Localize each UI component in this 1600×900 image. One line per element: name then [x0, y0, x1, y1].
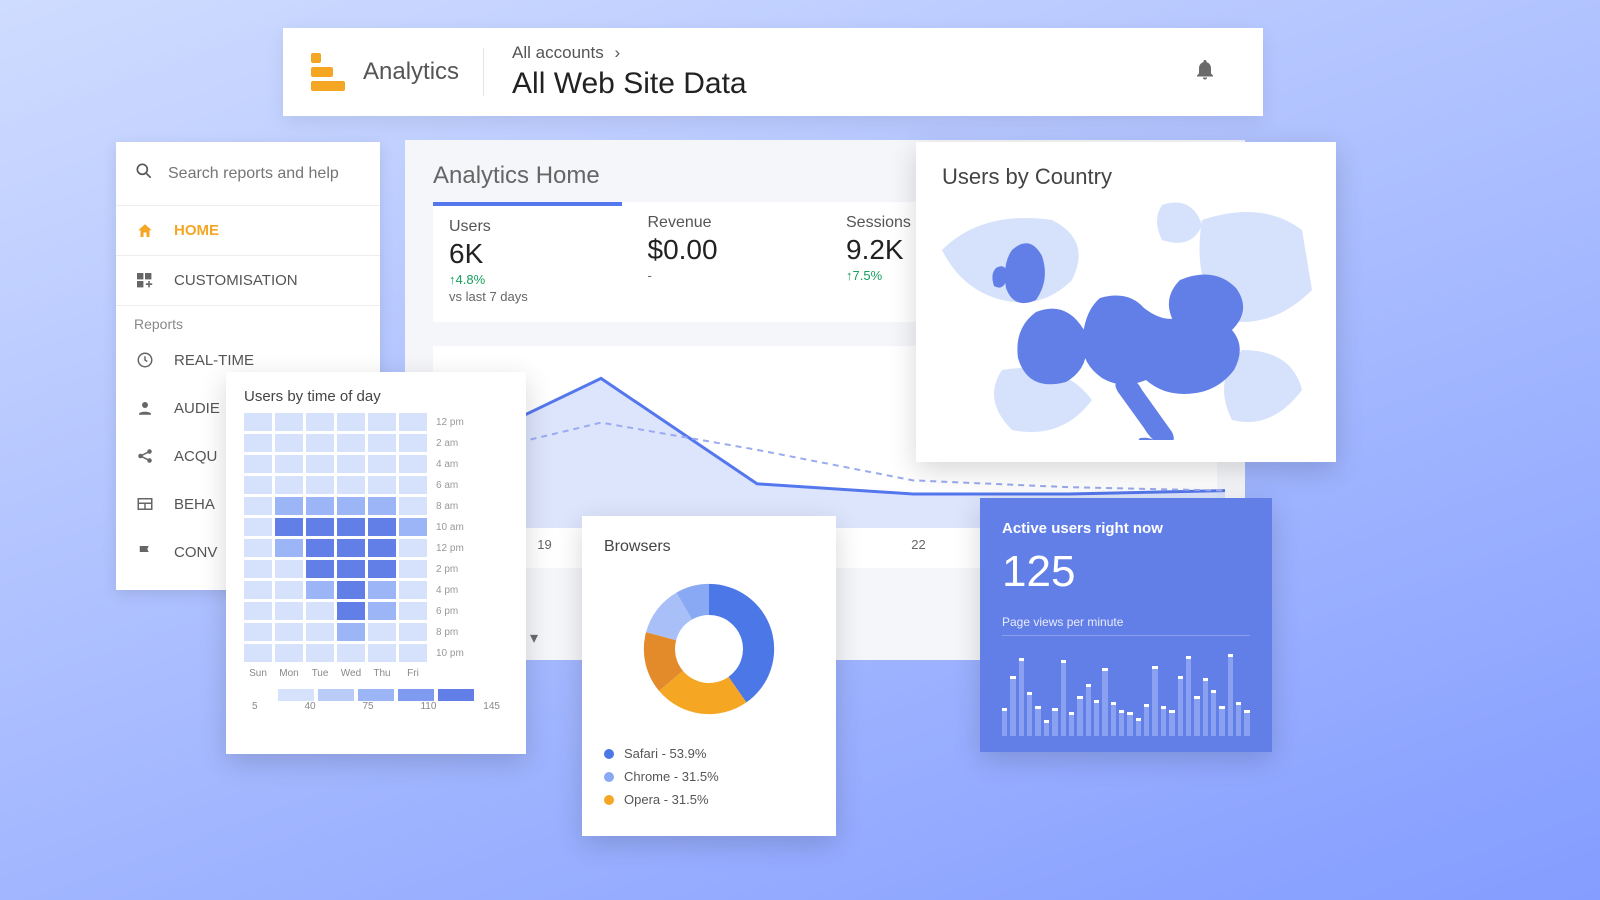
- nav-label: REAL-TIME: [174, 352, 254, 369]
- heatmap-grid: 12 pm2 am4 am6 am8 am10 am12 pm2 pm4 pm6…: [244, 413, 508, 662]
- stat-label: Revenue: [648, 214, 805, 232]
- sidebar-item-customisation[interactable]: CUSTOMISATION: [116, 256, 380, 306]
- ga-logo-icon: [311, 53, 345, 91]
- layout-icon: [134, 495, 156, 513]
- heatmap-legend-scale: 54075110145: [244, 701, 508, 712]
- active-value: 125: [1002, 547, 1250, 597]
- all-accounts-label: All accounts: [512, 43, 604, 62]
- grid-icon: [134, 273, 156, 289]
- stat-sub: vs last 7 days: [449, 289, 606, 304]
- clock-icon: [134, 351, 156, 369]
- europe-map: [942, 190, 1312, 440]
- pageviews-bars: [1002, 650, 1250, 736]
- view-title: All Web Site Data: [512, 67, 747, 101]
- heatmap-card: Users by time of day 12 pm2 am4 am6 am8 …: [226, 372, 526, 754]
- brand-label: Analytics: [363, 58, 459, 86]
- app-header: Analytics All accounts › All Web Site Da…: [283, 28, 1263, 116]
- user-icon: [134, 399, 156, 417]
- divider: [483, 48, 484, 96]
- stat-users[interactable]: Users 6K ↑4.8% vs last 7 days: [433, 202, 622, 322]
- nav-label: ACQU: [174, 448, 217, 465]
- donut-legend: Safari - 53.9%Chrome - 31.5%Opera - 31.5…: [604, 746, 814, 807]
- flag-icon: [134, 543, 156, 561]
- stat-value: 6K: [449, 238, 606, 270]
- active-title: Active users right now: [1002, 520, 1250, 537]
- search-icon: [134, 161, 154, 186]
- donut-title: Browsers: [604, 538, 814, 556]
- search-row[interactable]: [116, 142, 380, 206]
- section-reports: Reports: [116, 306, 380, 336]
- stat-revenue[interactable]: Revenue $0.00 -: [632, 202, 821, 322]
- sidebar-item-home[interactable]: HOME: [116, 206, 380, 256]
- map-title: Users by Country: [942, 164, 1310, 190]
- heatmap-legend: [244, 689, 508, 701]
- donut-chart: [624, 564, 794, 734]
- active-subtitle: Page views per minute: [1002, 615, 1250, 636]
- chevron-down-icon[interactable]: ▾: [530, 628, 538, 648]
- stat-delta: ↑4.8%: [449, 272, 606, 287]
- heatmap-day-labels: SunMonTueWedThuFri: [244, 668, 508, 679]
- all-accounts-link[interactable]: All accounts ›: [512, 43, 747, 63]
- stat-label: Users: [449, 218, 606, 236]
- bell-icon[interactable]: [1193, 58, 1217, 87]
- heatmap-title: Users by time of day: [244, 388, 508, 405]
- stat-value: $0.00: [648, 234, 805, 266]
- map-card: Users by Country: [916, 142, 1336, 462]
- nav-label: HOME: [174, 222, 219, 239]
- share-icon: [134, 447, 156, 465]
- stat-sub: -: [648, 268, 805, 283]
- chevron-right-icon: ›: [614, 43, 620, 62]
- active-users-card: Active users right now 125 Page views pe…: [980, 498, 1272, 752]
- search-input[interactable]: [168, 165, 362, 183]
- nav-label: AUDIE: [174, 400, 220, 417]
- nav-label: CONV: [174, 544, 217, 561]
- nav-label: CUSTOMISATION: [174, 272, 298, 289]
- donut-card: Browsers Safari - 53.9%Chrome - 31.5%Ope…: [582, 516, 836, 836]
- account-block[interactable]: All accounts › All Web Site Data: [512, 43, 747, 101]
- home-icon: [134, 222, 156, 240]
- nav-label: BEHA​: [174, 496, 215, 513]
